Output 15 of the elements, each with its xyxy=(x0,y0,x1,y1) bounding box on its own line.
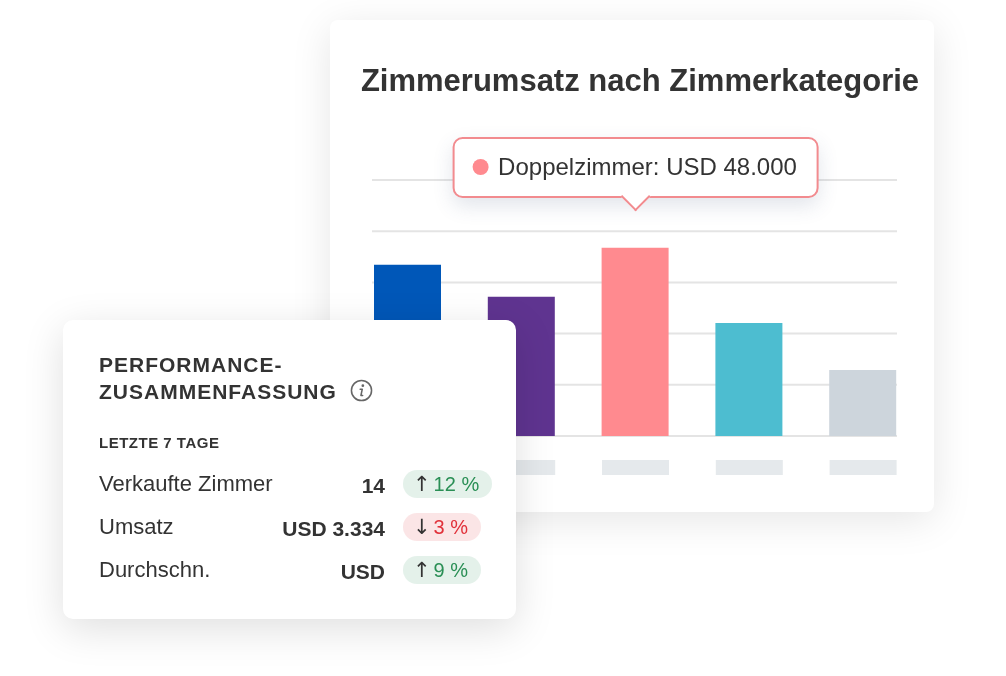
text: USD 3.334 xyxy=(282,516,385,542)
text: LETZTE 7 TAGE xyxy=(99,434,220,452)
data-label: ↑12 % xyxy=(413,472,480,496)
category-label: Verkaufte Zimmer xyxy=(99,471,273,497)
category-label: Umsatz xyxy=(99,514,174,540)
bar xyxy=(601,247,669,436)
text: PERFORMANCE-ZUSAMMENFASSUNG xyxy=(99,352,338,405)
text: 14 xyxy=(361,473,385,499)
bar xyxy=(829,370,897,436)
data-label: ↑9 % xyxy=(413,558,469,582)
chart-title: Zimmerumsatz nach Zimmerkategorie xyxy=(359,63,921,99)
bar xyxy=(715,323,783,436)
data-label: ↓3 % xyxy=(413,515,469,539)
category-label: Durchschn. xyxy=(99,557,211,583)
text: USD xyxy=(340,559,385,585)
